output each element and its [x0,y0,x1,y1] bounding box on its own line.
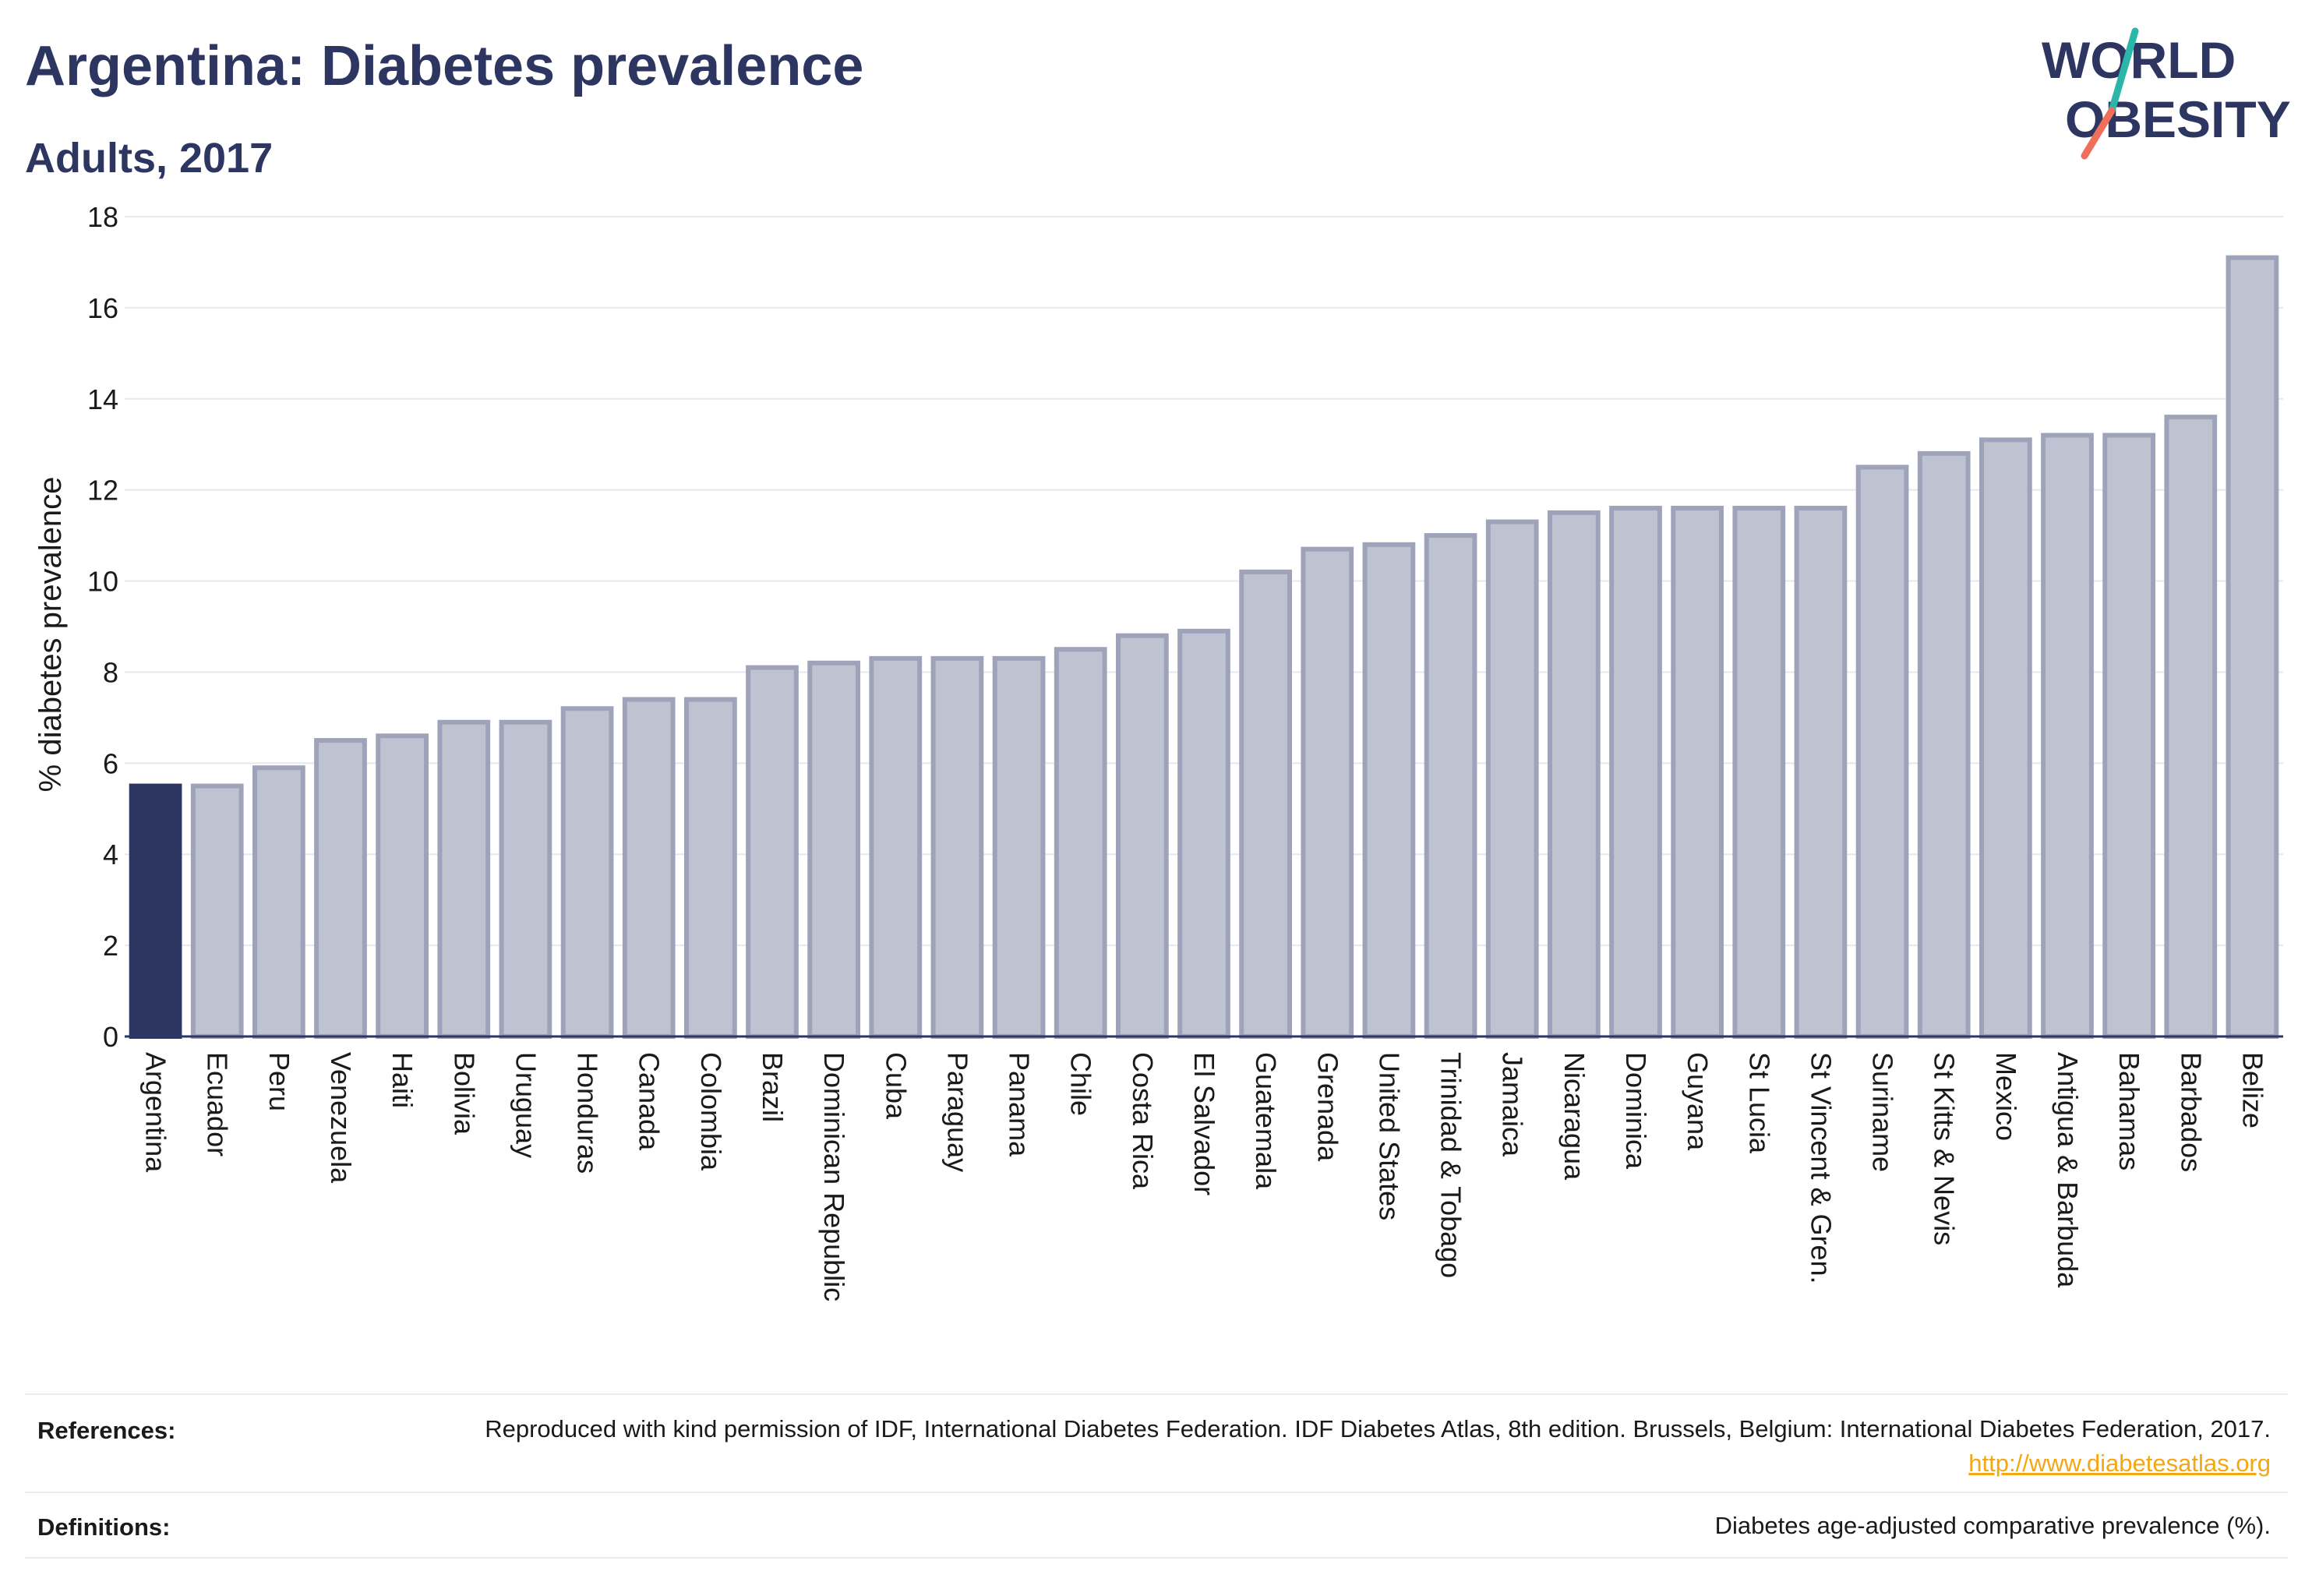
bar-chart: 0 2 4 6 8 10 12 14 16 18 % diabetes prevalence Arge… [34,201,2283,1301]
references-text: Reproduced with kind permission of IDF, … [478,1412,2271,1481]
x-tick-label: Dominica [1620,1052,1652,1170]
bar-nicaragua [1547,510,1601,1039]
bar-guatemala [1239,569,1293,1039]
y-tick-label: 16 [87,292,118,324]
bar-trinidad-tobago [1424,533,1477,1039]
bar-costa-rica [1115,633,1169,1039]
bar-bolivia [437,719,491,1039]
x-tick-label: Mexico [1990,1052,2022,1141]
definitions-text: Diabetes age-adjusted comparative preval… [1714,1512,2271,1539]
bar-brazil [746,665,799,1039]
y-tick-label: 2 [103,930,118,962]
y-tick-label: 10 [87,566,118,598]
page-title: Argentina: Diabetes prevalence [25,35,864,97]
x-tick-label: Nicaragua [1558,1052,1590,1181]
x-tick-label: Antigua & Barbuda [2052,1052,2084,1288]
x-tick-label: Dominican Republic [818,1052,850,1301]
x-tick-label: Belize [2236,1052,2268,1128]
bar-st-kitts-nevis [1917,450,1971,1039]
logo-slash-teal [2108,27,2139,115]
bar-united-states [1362,542,1416,1039]
x-tick-label: Brazil [757,1052,789,1122]
references-link[interactable]: http://www.diabetesatlas.org [1968,1449,2271,1477]
references-body: Reproduced with kind permission of IDF, … [485,1415,2271,1442]
x-tick-label: Argentina [140,1052,172,1173]
bar-chile [1054,647,1107,1039]
x-tick-label: St Kitts & Nevis [1929,1052,1961,1245]
x-tick-label: St Lucia [1743,1052,1775,1154]
x-tick-label: United States [1373,1052,1405,1220]
bar-st-vincent-gren- [1794,506,1848,1039]
x-tick-label: Cuba [880,1052,912,1120]
x-tick-label: Chile [1065,1052,1097,1116]
y-tick-label: 12 [87,475,118,507]
bar-barbados [2164,415,2218,1039]
bar-guyana [1671,506,1724,1039]
bar-st-lucia [1732,506,1786,1039]
footer-divider [25,1557,2288,1559]
x-tick-label: Trinidad & Tobago [1435,1052,1467,1278]
x-tick-label: Peru [263,1052,295,1111]
bar-argentina [129,783,182,1039]
bar-suriname [1855,464,1909,1039]
y-tick-label: 18 [87,201,118,233]
y-tick-label: 14 [87,383,118,415]
bar-dominica [1609,506,1662,1039]
x-tick-label: Suriname [1867,1052,1899,1172]
x-tick-label: Haiti [387,1052,418,1108]
bar-colombia [683,697,737,1039]
bar-belize [2226,255,2279,1040]
page-subtitle: Adults, 2017 [25,135,274,182]
bar-panama [992,655,1046,1040]
bar-paraguay [930,655,984,1040]
x-tick-label: Grenada [1311,1052,1343,1162]
bar-ecuador [190,783,244,1039]
footer-divider [25,1492,2288,1493]
x-tick-label: Uruguay [510,1052,542,1158]
bar-bahamas [2102,433,2156,1039]
x-tick-label: Jamaica [1497,1052,1529,1157]
bar-honduras [560,706,614,1039]
logo-line1: WORLD [2042,31,2236,89]
x-tick-label: Bahamas [2113,1052,2145,1171]
y-tick-label: 8 [103,656,118,688]
x-tick-label: Bolivia [448,1052,480,1135]
bar-mexico [1978,437,2032,1039]
bar-dominican-republic [807,660,861,1039]
bar-peru [252,765,305,1040]
x-tick-label: Costa Rica [1127,1052,1159,1190]
x-tick-label: St Vincent & Gren. [1805,1052,1837,1284]
bar-jamaica [1485,519,1539,1039]
bar-haiti [376,733,429,1039]
bar-cuba [869,655,923,1040]
bar-uruguay [499,719,552,1039]
references-label: References: [37,1417,176,1444]
bar-el-salvador [1177,628,1230,1039]
y-tick-label: 6 [103,747,118,779]
x-tick-label: Ecuador [202,1052,234,1156]
x-tick-label: Paraguay [941,1052,973,1172]
bar-canada [622,697,676,1039]
x-tick-label: Guyana [1682,1052,1714,1151]
x-tick-label: Honduras [572,1052,604,1174]
y-tick-label: 4 [103,839,118,870]
x-tick-label: El Salvador [1188,1052,1220,1195]
y-axis-label: % diabetes prevalence [34,477,68,793]
bar-grenada [1301,546,1354,1039]
x-tick-label: Panama [1004,1052,1036,1157]
bar-antigua-barbuda [2041,433,2094,1039]
world-obesity-logo: WORLD OBESITY [2042,27,2291,160]
x-tick-label: Colombia [695,1052,727,1171]
definitions-label: Definitions: [37,1513,171,1541]
bar-venezuela [314,738,367,1039]
logo-slash-coral [2081,107,2116,160]
x-tick-label: Guatemala [1250,1052,1282,1190]
y-tick-label: 0 [103,1021,118,1053]
x-tick-label: Barbados [2175,1052,2207,1172]
footer-divider [25,1393,2288,1395]
x-tick-label: Canada [634,1052,665,1151]
x-tick-label: Venezuela [325,1052,357,1184]
